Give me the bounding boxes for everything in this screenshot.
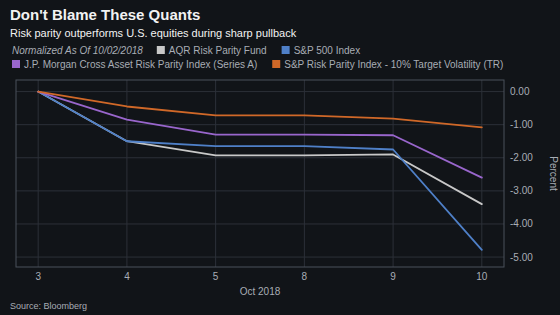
y-tick-label: -1.00 xyxy=(510,119,533,130)
y-grid-line xyxy=(16,157,504,158)
x-axis-label: Oct 2018 xyxy=(240,286,281,297)
x-tick-label: 9 xyxy=(390,271,396,282)
legend-swatch xyxy=(272,60,280,68)
y-grid-line xyxy=(16,223,504,224)
x-grid-line xyxy=(215,80,216,267)
y-grid-line xyxy=(16,257,504,258)
series-line xyxy=(38,92,482,178)
legend-swatch xyxy=(282,46,290,54)
series-lines xyxy=(38,92,482,250)
x-tick-label: 10 xyxy=(476,271,488,282)
background xyxy=(0,0,560,315)
x-grid-line xyxy=(393,80,394,267)
legend-label: S&P 500 Index xyxy=(294,45,361,56)
legend-swatch xyxy=(12,60,20,68)
legend-label: AQR Risk Parity Fund xyxy=(169,45,267,56)
chart: Don't Blame These Quants Risk parity outp… xyxy=(0,0,560,315)
y-axis-label: Percent xyxy=(548,156,559,191)
legend-item: AQR Risk Parity Fund xyxy=(157,45,267,56)
x-grid-line xyxy=(304,80,305,267)
y-tick-label: -2.00 xyxy=(510,152,533,163)
y-tick-label: 0.00 xyxy=(510,86,530,97)
legend-item: S&P Risk Parity Index - 10% Target Volat… xyxy=(272,59,503,70)
x-tick-label: 8 xyxy=(302,271,308,282)
grid xyxy=(16,80,504,267)
x-tick-label: 4 xyxy=(124,271,130,282)
subtitle: Risk parity outperforms U.S. equities du… xyxy=(10,27,297,39)
legend-item: J.P. Morgan Cross Asset Risk Parity Inde… xyxy=(12,59,257,70)
legend-swatch xyxy=(157,46,165,54)
y-grid-line xyxy=(16,124,504,125)
x-tick-label: 3 xyxy=(35,271,41,282)
note: Normalized As Of 10/02/2018 xyxy=(12,45,143,56)
y-grid-line xyxy=(16,91,504,92)
x-tick-label: 5 xyxy=(213,271,219,282)
y-tick-label: -3.00 xyxy=(510,185,533,196)
x-grid-line xyxy=(481,80,482,267)
legend: Normalized As Of 10/02/2018 AQR Risk Pari… xyxy=(12,45,503,70)
legend-item: S&P 500 Index xyxy=(282,45,361,56)
series-line xyxy=(38,92,482,128)
x-grid-line xyxy=(38,80,39,267)
legend-label: J.P. Morgan Cross Asset Risk Parity Inde… xyxy=(24,59,257,70)
series-line xyxy=(38,92,482,205)
x-grid-line xyxy=(126,80,127,267)
y-tick-label: -5.00 xyxy=(510,252,533,263)
y-tick-label: -4.00 xyxy=(510,218,533,229)
title: Don't Blame These Quants xyxy=(10,6,200,23)
source: Source: Bloomberg xyxy=(10,301,87,311)
plot-frame xyxy=(16,80,504,267)
legend-label: S&P Risk Parity Index - 10% Target Volat… xyxy=(284,59,503,70)
series-line xyxy=(38,92,482,250)
